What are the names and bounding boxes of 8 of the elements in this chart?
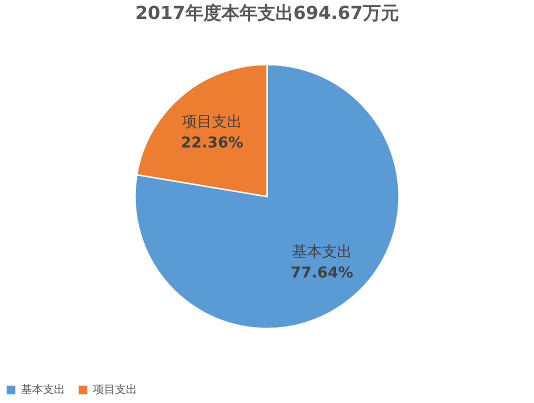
pie-slice (134, 64, 400, 330)
legend-label: 项目支出 (93, 383, 137, 396)
slice-label: 项目支出 (182, 112, 242, 131)
legend-label: 基本支出 (21, 383, 65, 396)
data-label: 22.36% (180, 134, 244, 152)
slice-label: 基本支出 (292, 242, 352, 260)
chart-title: 2017年度本年支出694.67万元 (135, 3, 399, 24)
data-label: 77.64% (290, 263, 354, 282)
